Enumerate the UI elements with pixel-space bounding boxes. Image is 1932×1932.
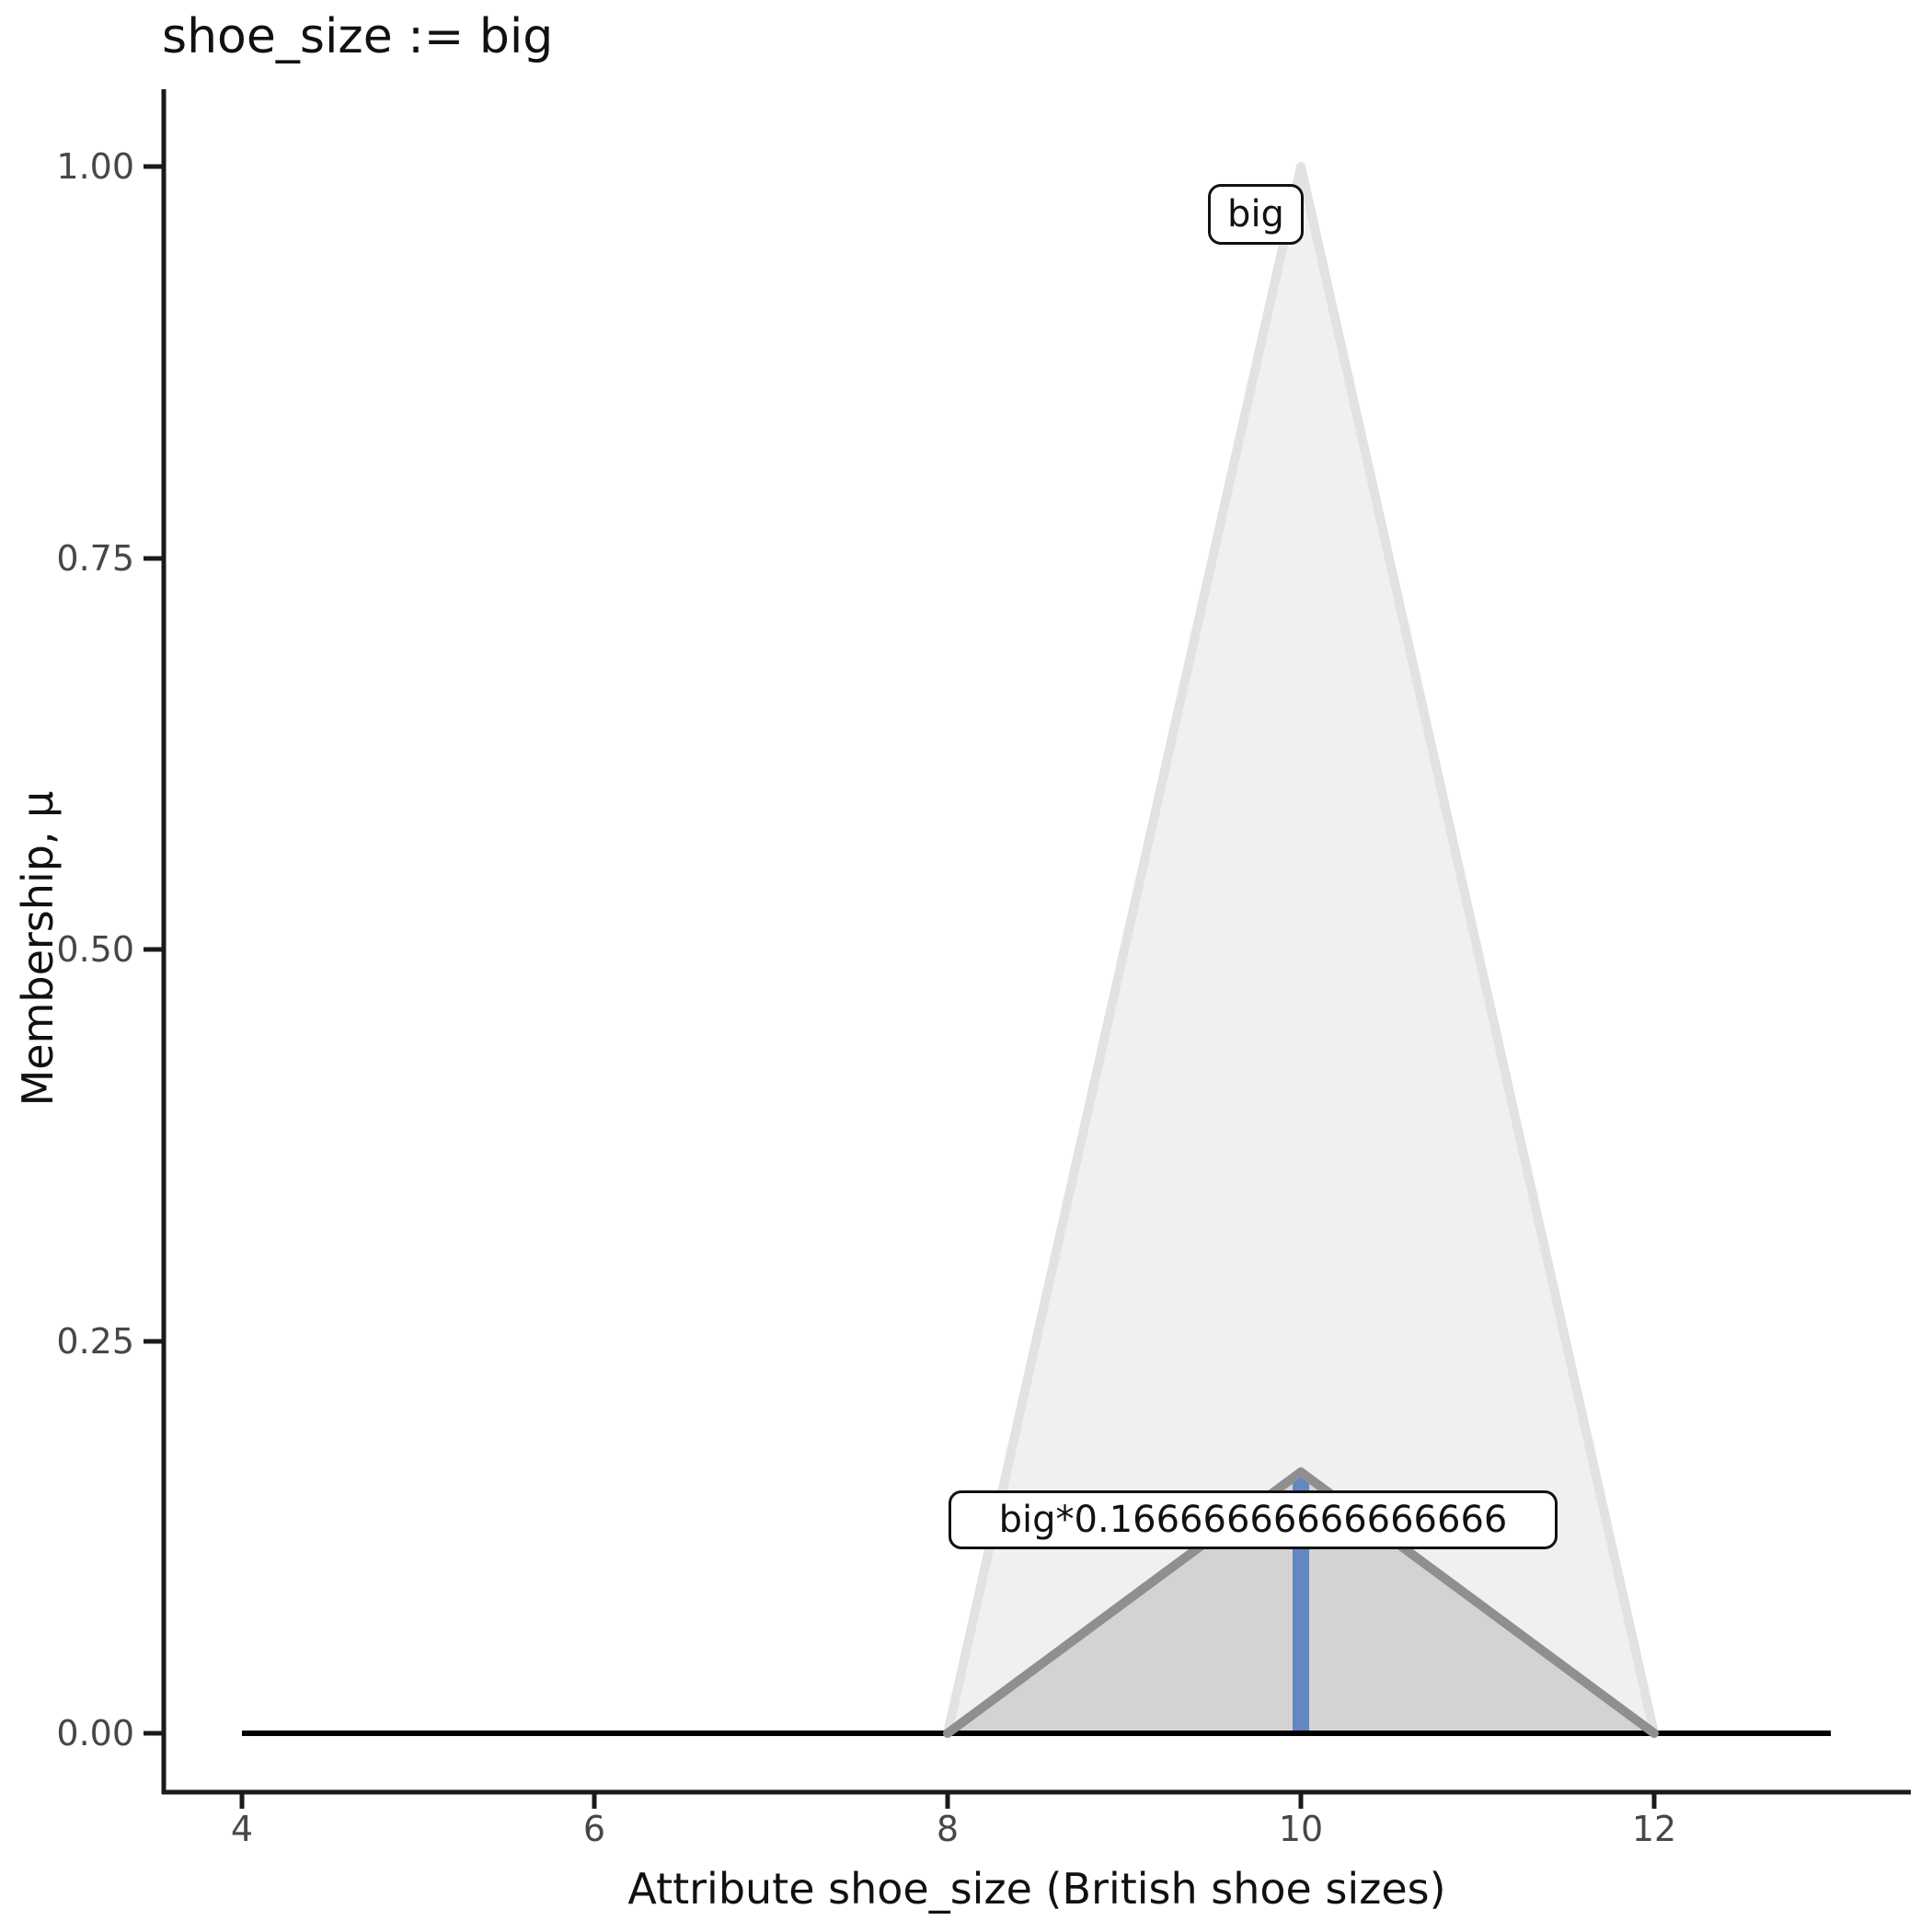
x-tick-label-12: 12: [1631, 1809, 1677, 1849]
big-set-outline: [943, 162, 1659, 1738]
big-set-fill: [948, 167, 1654, 1733]
x-tick-label-10: 10: [1278, 1809, 1324, 1849]
annotation-big-scaled: big*0.16666666666666666: [949, 1490, 1558, 1549]
y-tick-label-0.00: 0.00: [56, 1713, 134, 1754]
scaled-set-outline: [943, 1467, 1659, 1738]
y-axis-title: Membership, μ: [13, 790, 63, 1107]
y-tick-label-0.75: 0.75: [56, 538, 134, 579]
annotation-big-label: big: [1227, 193, 1284, 236]
x-axis-title: Attribute shoe_size (British shoe sizes): [627, 1864, 1446, 1914]
annotation-big: big: [1208, 184, 1304, 245]
y-tick-label-1.00: 1.00: [56, 146, 134, 187]
y-tick-label-0.25: 0.25: [56, 1321, 134, 1362]
x-tick-label-8: 8: [936, 1809, 960, 1849]
annotation-big-scaled-label: big*0.16666666666666666: [998, 1499, 1508, 1541]
x-tick-label-4: 4: [230, 1809, 254, 1849]
plot-title: shoe_size := big: [162, 9, 554, 64]
y-tick-label-0.50: 0.50: [56, 929, 134, 970]
x-tick-label-6: 6: [582, 1809, 606, 1849]
